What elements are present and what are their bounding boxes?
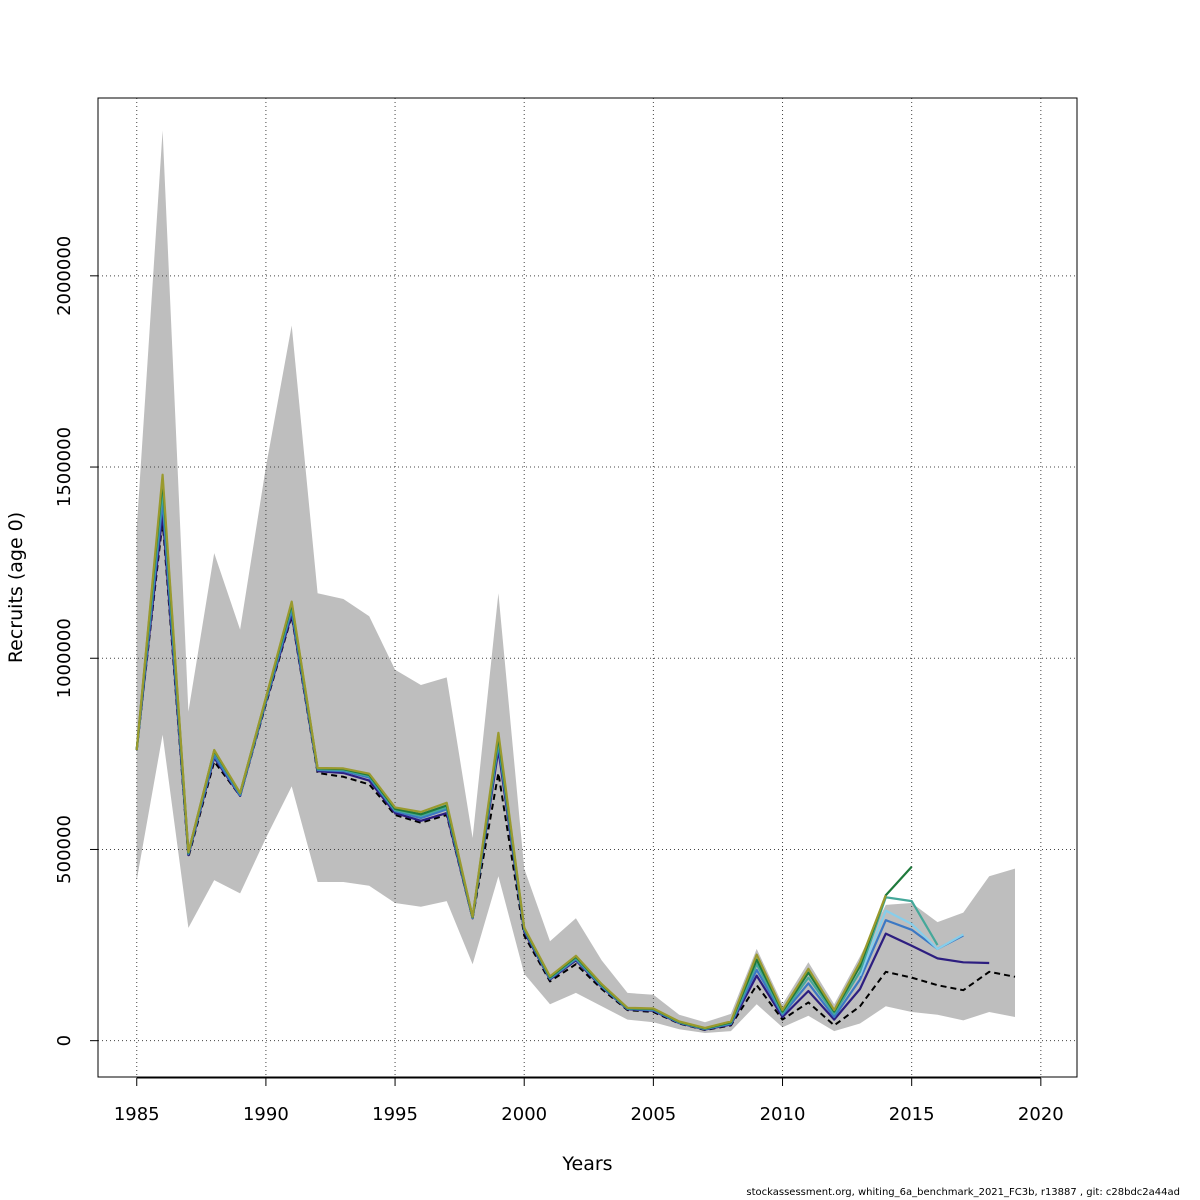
x-tick-label: 2015	[889, 1104, 935, 1125]
axis-layer: 1985 1990 1995 2000 2005 2010 2015 2020 0 500000 1…	[54, 236, 1064, 1125]
x-tick-label: 2020	[1018, 1104, 1064, 1125]
x-tick-label: 2000	[501, 1104, 547, 1125]
y-tick-label: 500000	[54, 815, 75, 884]
y-tick-label: 2000000	[54, 236, 75, 316]
x-tick-label: 1985	[114, 1104, 160, 1125]
series-line-1	[135, 519, 1016, 1031]
confidence-band-layer	[136, 130, 1015, 1033]
y-tick-label: 0	[54, 1035, 75, 1046]
series-line-4	[858, 909, 964, 977]
series-layer	[135, 473, 1016, 1031]
y-axis-title: Recruits (age 0)	[5, 512, 27, 663]
y-tick-label: 1500000	[54, 427, 75, 507]
x-tick-label: 2010	[760, 1104, 806, 1125]
confidence-band	[136, 130, 1015, 1033]
y-tick-label: 1000000	[54, 618, 75, 698]
series-line-7	[135, 473, 887, 1030]
footer-source-text: stockassessment.org, whiting_6a_benchmar…	[746, 1187, 1180, 1198]
x-tick-label: 1995	[372, 1104, 418, 1125]
x-tick-label: 1990	[243, 1104, 289, 1125]
x-axis-title: Years	[561, 1153, 612, 1175]
x-tick-label: 2005	[630, 1104, 676, 1125]
